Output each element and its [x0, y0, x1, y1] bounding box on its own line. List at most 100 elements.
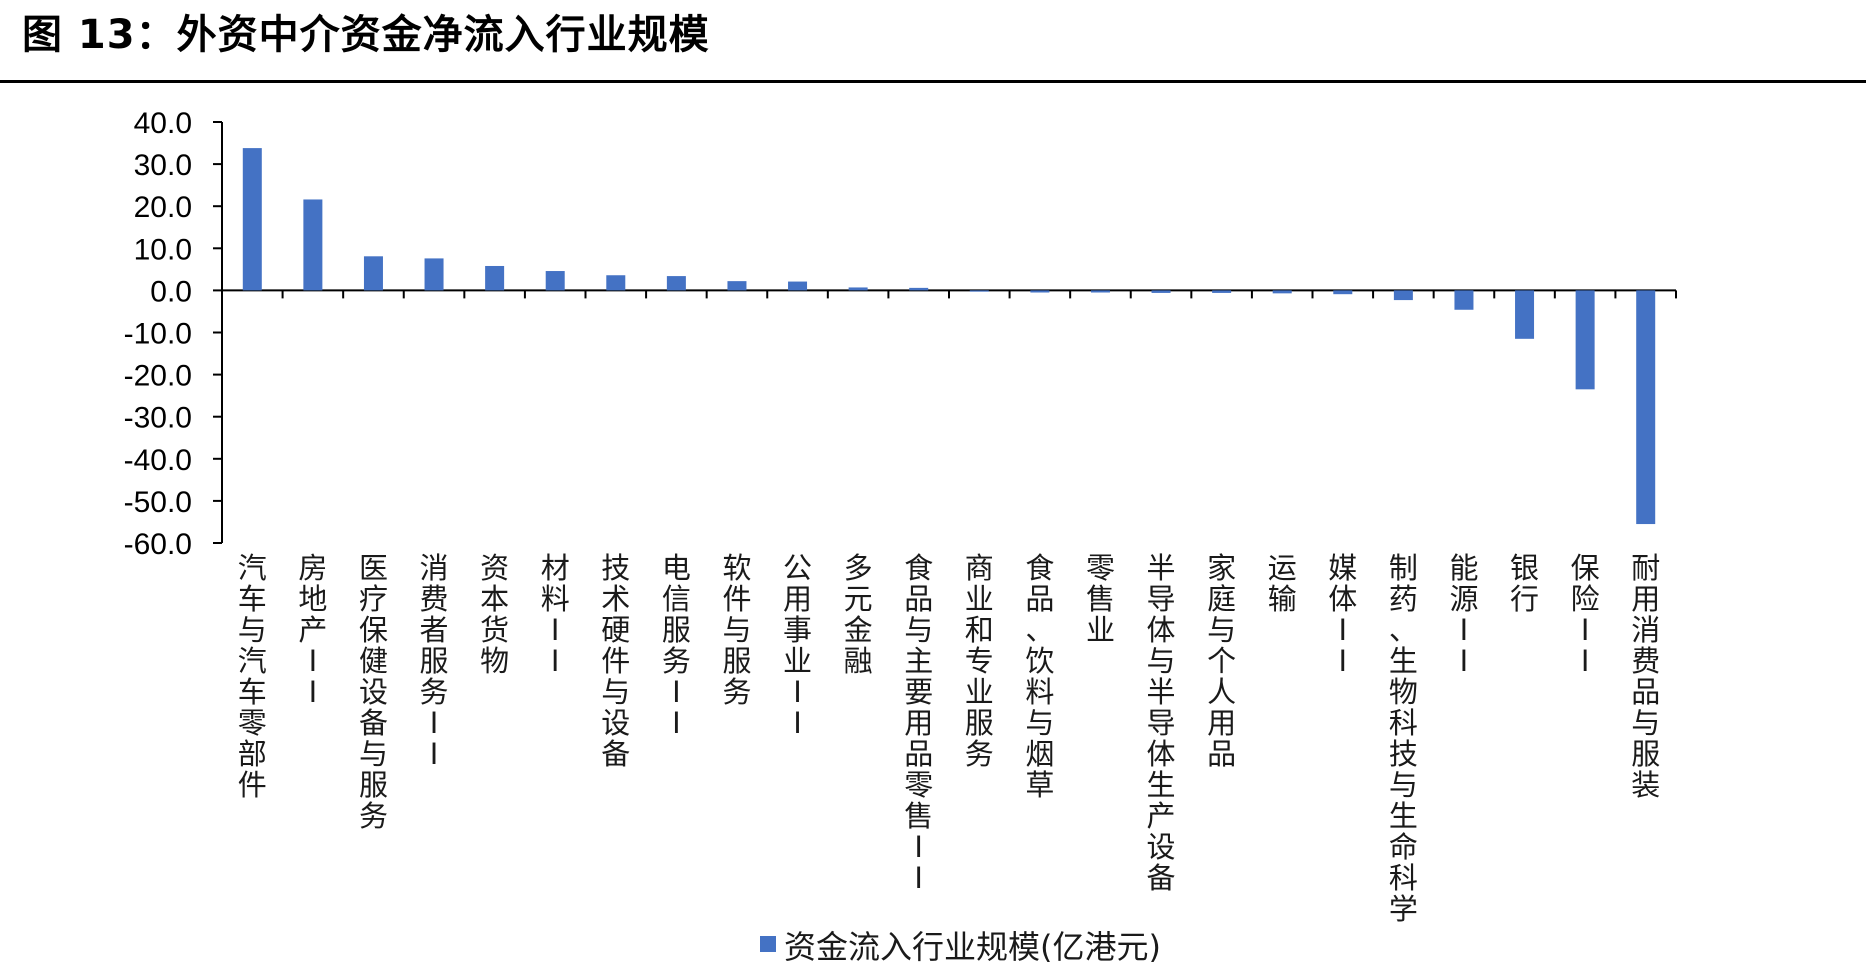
- x-category-char: 烟: [1025, 737, 1054, 771]
- x-category-char: 运: [1268, 551, 1297, 585]
- bar: [606, 275, 626, 291]
- x-category-char: 部: [238, 737, 267, 771]
- x-category-char: I: [672, 706, 681, 740]
- x-category-char: 硬: [601, 613, 630, 647]
- x-category-char: 物: [1389, 675, 1418, 709]
- x-category-char: 服: [1631, 737, 1660, 771]
- x-category-char: 装: [1631, 768, 1660, 802]
- x-category-char: 信: [662, 582, 691, 616]
- x-category-char: 服: [420, 644, 449, 678]
- x-category-char: 务: [662, 644, 691, 678]
- x-category-char: 服: [965, 706, 994, 740]
- bar: [363, 256, 383, 291]
- x-category-char: 行: [1510, 582, 1539, 616]
- x-category-char: I: [672, 675, 681, 709]
- x-category-char: 件: [601, 644, 630, 678]
- x-category-char: 技: [601, 551, 630, 585]
- x-category-char: 食: [1025, 551, 1054, 585]
- x-category-char: 导: [1147, 582, 1176, 616]
- x-category-char: 保: [359, 613, 388, 647]
- x-category-char: 服: [359, 768, 388, 802]
- x-category-char: 商: [965, 551, 994, 585]
- x-category-char: 生: [1389, 799, 1418, 833]
- x-category-char: 备: [1147, 861, 1176, 895]
- x-category-char: 服: [722, 644, 751, 678]
- bar: [1515, 290, 1535, 339]
- x-category-char: 售: [904, 799, 933, 833]
- x-category-char: I: [914, 861, 923, 895]
- bar: [485, 265, 505, 291]
- x-category-char: 制: [1389, 551, 1418, 585]
- x-category-char: 个: [1207, 644, 1236, 678]
- x-category-char: 与: [601, 675, 630, 709]
- bar: [1393, 290, 1413, 301]
- x-category-char: 能: [1449, 551, 1478, 585]
- x-category-char: 业: [1086, 613, 1115, 647]
- x-category-char: 食: [904, 551, 933, 585]
- x-category-char: 用: [1631, 582, 1660, 616]
- x-category-char: 药: [1389, 582, 1418, 616]
- x-category-label: 消费者服务 I I: [420, 551, 449, 771]
- x-category-char: 命: [1389, 830, 1418, 864]
- x-category-char: 输: [1268, 582, 1297, 616]
- x-category-char: I: [793, 675, 802, 709]
- x-category-char: 与: [1147, 644, 1176, 678]
- bar: [242, 148, 262, 291]
- y-tick-label: 20.0: [134, 191, 192, 224]
- x-category-char: 产: [1147, 799, 1176, 833]
- x-category-char: 融: [844, 644, 873, 678]
- x-category-char: 备: [359, 706, 388, 740]
- x-category-char: 用: [904, 706, 933, 740]
- x-category-char: 本: [480, 582, 509, 616]
- legend-label: 资金流入行业规模(亿港元): [784, 928, 1161, 966]
- bar: [545, 271, 565, 291]
- y-tick-label: -40.0: [124, 444, 192, 477]
- x-category-char: 汽: [238, 551, 267, 585]
- x-category-char: 资: [480, 551, 509, 585]
- x-category-label: 食品与主要用品零售 I I: [904, 551, 933, 895]
- x-category-char: 用: [1207, 706, 1236, 740]
- bar: [1272, 290, 1292, 294]
- title-divider: [0, 80, 1866, 83]
- x-category-char: 人: [1207, 675, 1236, 709]
- x-category-char: 源: [1449, 582, 1478, 616]
- x-category-label: 银行: [1510, 551, 1539, 616]
- legend-swatch: [760, 936, 776, 952]
- bar: [1333, 290, 1353, 295]
- x-category-char: 软: [722, 551, 751, 585]
- x-category-char: 务: [722, 675, 751, 709]
- x-category-char: 物: [480, 644, 509, 678]
- x-category-char: 半: [1147, 675, 1176, 709]
- x-category-char: 、: [1389, 613, 1418, 647]
- bar: [1454, 290, 1474, 310]
- x-category-char: 料: [541, 582, 570, 616]
- x-category-char: I: [1339, 613, 1348, 647]
- bar: [666, 276, 686, 291]
- x-category-char: 和: [965, 613, 994, 647]
- bar: [1090, 290, 1110, 293]
- x-category-char: 银: [1510, 551, 1539, 585]
- x-category-char: 务: [965, 737, 994, 771]
- x-category-char: 消: [420, 551, 449, 585]
- x-category-char: I: [430, 737, 439, 771]
- x-category-char: 体: [1147, 737, 1176, 771]
- x-category-char: 保: [1571, 551, 1600, 585]
- x-category-char: 设: [359, 675, 388, 709]
- x-category-char: I: [430, 706, 439, 740]
- x-category-char: 元: [844, 582, 873, 616]
- x-category-char: 与: [722, 613, 751, 647]
- x-category-char: I: [1581, 613, 1590, 647]
- x-category-char: 服: [662, 613, 691, 647]
- x-category-char: 料: [1025, 675, 1054, 709]
- x-category-label: 运输: [1268, 551, 1297, 616]
- x-category-char: 金: [844, 613, 873, 647]
- bar: [1151, 290, 1171, 293]
- x-category-char: 与: [238, 613, 267, 647]
- x-category-char: 与: [904, 613, 933, 647]
- x-category-char: 要: [904, 675, 933, 709]
- x-category-label: 食品、饮料与烟草: [1025, 551, 1054, 802]
- x-category-char: 用: [783, 582, 812, 616]
- x-category-char: 科: [1389, 861, 1418, 895]
- y-tick-label: -30.0: [124, 402, 192, 435]
- x-category-char: I: [1460, 613, 1469, 647]
